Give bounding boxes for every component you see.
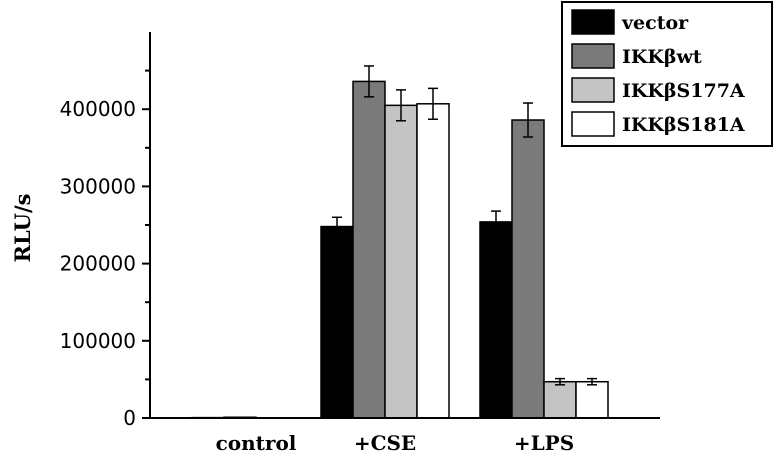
bars-layer bbox=[191, 80, 609, 419]
legend-swatch bbox=[571, 43, 615, 69]
bar bbox=[416, 103, 450, 419]
y-ticks: 0 100000 200000 300000 400000 bbox=[60, 69, 150, 430]
bar bbox=[543, 380, 577, 419]
y-tick-label: 300000 bbox=[60, 174, 136, 198]
bar bbox=[575, 380, 609, 419]
y-tick-label: 200000 bbox=[60, 252, 136, 276]
x-category-label: +LPS bbox=[514, 431, 574, 455]
x-category-label: +CSE bbox=[354, 431, 416, 455]
bar bbox=[352, 80, 386, 419]
x-category-label: control bbox=[216, 431, 297, 455]
legend-swatch bbox=[571, 9, 615, 35]
legend-swatch bbox=[571, 111, 615, 137]
y-tick-label: 400000 bbox=[60, 97, 136, 121]
legend-label: vector bbox=[621, 12, 689, 34]
legend-swatch bbox=[571, 77, 615, 103]
error-bars-layer bbox=[332, 65, 597, 386]
legend: vector IKKβwt IKKβS177A IKKβS181A bbox=[561, 1, 773, 147]
bar bbox=[320, 225, 354, 419]
bar bbox=[479, 221, 513, 419]
y-axis-label: RLU/s bbox=[10, 194, 35, 263]
y-tick-label: 0 bbox=[123, 406, 136, 430]
legend-label: IKKβwt bbox=[622, 46, 702, 68]
bar bbox=[511, 119, 545, 419]
legend-label: IKKβS181A bbox=[622, 114, 745, 136]
y-tick-label: 100000 bbox=[60, 329, 136, 353]
bar bbox=[384, 104, 418, 419]
x-category-labels: control +CSE +LPS bbox=[216, 431, 575, 455]
legend-label: IKKβS177A bbox=[622, 80, 745, 102]
